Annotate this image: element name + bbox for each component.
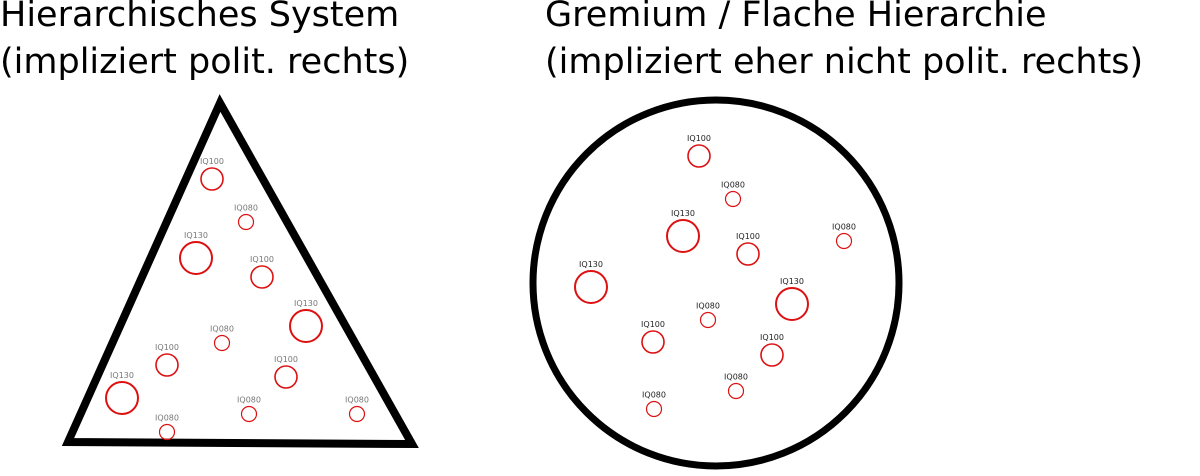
left-member-3: IQ100 <box>250 255 274 289</box>
right-member-0: IQ100 <box>687 134 711 168</box>
member-label: IQ130 <box>294 299 318 308</box>
member-label: IQ080 <box>234 204 258 213</box>
member-label: IQ130 <box>110 371 134 380</box>
member-circle <box>727 382 745 400</box>
member-circle <box>213 334 231 352</box>
right-member-7: IQ080 <box>696 302 720 329</box>
member-label: IQ080 <box>832 223 856 232</box>
member-circle <box>775 287 809 321</box>
right-member-3: IQ100 <box>736 232 760 266</box>
right-member-9: IQ100 <box>760 333 784 367</box>
member-circle <box>155 353 179 377</box>
member-circle <box>736 242 760 266</box>
hierarchy-triangle <box>61 94 419 449</box>
member-label: IQ080 <box>721 181 745 190</box>
member-circle <box>641 330 665 354</box>
member-circle <box>250 265 274 289</box>
member-circle <box>724 190 742 208</box>
right-member-11: IQ080 <box>642 391 666 418</box>
member-label: IQ100 <box>250 255 274 264</box>
right-member-5: IQ130 <box>574 260 608 304</box>
left-title-line2: (impliziert polit. rechts) <box>0 42 410 82</box>
member-label: IQ100 <box>760 333 784 342</box>
right-member-4: IQ080 <box>832 223 856 250</box>
committee-circle <box>529 96 903 470</box>
right-member-1: IQ080 <box>721 181 745 208</box>
left-members: IQ100 IQ080 IQ130 IQ100 IQ130 IQ080 IQ100 IQ100… <box>105 157 369 441</box>
right-title-line1: Gremium / Flache Hierarchie <box>545 0 1047 35</box>
member-circle <box>105 381 139 415</box>
right-member-2: IQ130 <box>666 209 700 253</box>
member-label: IQ130 <box>671 209 695 218</box>
member-circle <box>237 213 255 231</box>
left-member-4: IQ130 <box>289 299 323 343</box>
member-label: IQ100 <box>736 232 760 241</box>
left-member-1: IQ080 <box>234 204 258 231</box>
member-circle <box>687 144 711 168</box>
member-label: IQ130 <box>184 231 208 240</box>
member-circle <box>200 167 224 191</box>
left-member-9: IQ080 <box>237 396 261 423</box>
member-circle <box>158 423 176 441</box>
member-circle <box>274 365 298 389</box>
member-label: IQ100 <box>155 343 179 352</box>
right-member-8: IQ100 <box>641 320 665 354</box>
member-label: IQ080 <box>642 391 666 400</box>
right-title-line2: (impliziert eher nicht polit. rechts) <box>545 42 1144 82</box>
member-label: IQ080 <box>724 373 748 382</box>
left-member-10: IQ080 <box>345 396 369 423</box>
member-label: IQ100 <box>687 134 711 143</box>
member-label: IQ080 <box>155 414 179 423</box>
right-title: Gremium / Flache Hierarchie (impliziert … <box>545 0 1143 86</box>
member-label: IQ100 <box>200 157 224 166</box>
right-member-10: IQ080 <box>724 373 748 400</box>
member-label: IQ130 <box>780 277 804 286</box>
left-title-line1: Hierarchisches System <box>0 0 400 35</box>
left-title: Hierarchisches System (impliziert polit.… <box>0 0 409 86</box>
left-member-0: IQ100 <box>200 157 224 191</box>
left-member-7: IQ100 <box>274 355 298 389</box>
left-member-2: IQ130 <box>179 231 213 275</box>
member-label: IQ100 <box>274 355 298 364</box>
left-member-5: IQ080 <box>210 325 234 352</box>
right-members: IQ100 IQ080 IQ130 IQ100 IQ080 IQ130 IQ130 IQ080… <box>574 134 856 418</box>
member-circle <box>835 232 853 250</box>
left-member-11: IQ080 <box>155 414 179 441</box>
member-circle <box>348 405 366 423</box>
member-circle <box>760 343 784 367</box>
member-label: IQ080 <box>345 396 369 405</box>
member-circle <box>574 270 608 304</box>
member-circle <box>240 405 258 423</box>
member-label: IQ080 <box>237 396 261 405</box>
member-label: IQ080 <box>696 302 720 311</box>
member-label: IQ080 <box>210 325 234 334</box>
member-circle <box>699 311 717 329</box>
member-label: IQ100 <box>641 320 665 329</box>
member-label: IQ130 <box>579 260 603 269</box>
member-circle <box>179 241 213 275</box>
right-member-6: IQ130 <box>775 277 809 321</box>
member-circle <box>645 400 663 418</box>
member-circle <box>666 219 700 253</box>
left-member-8: IQ130 <box>105 371 139 415</box>
left-member-6: IQ100 <box>155 343 179 377</box>
member-circle <box>289 309 323 343</box>
